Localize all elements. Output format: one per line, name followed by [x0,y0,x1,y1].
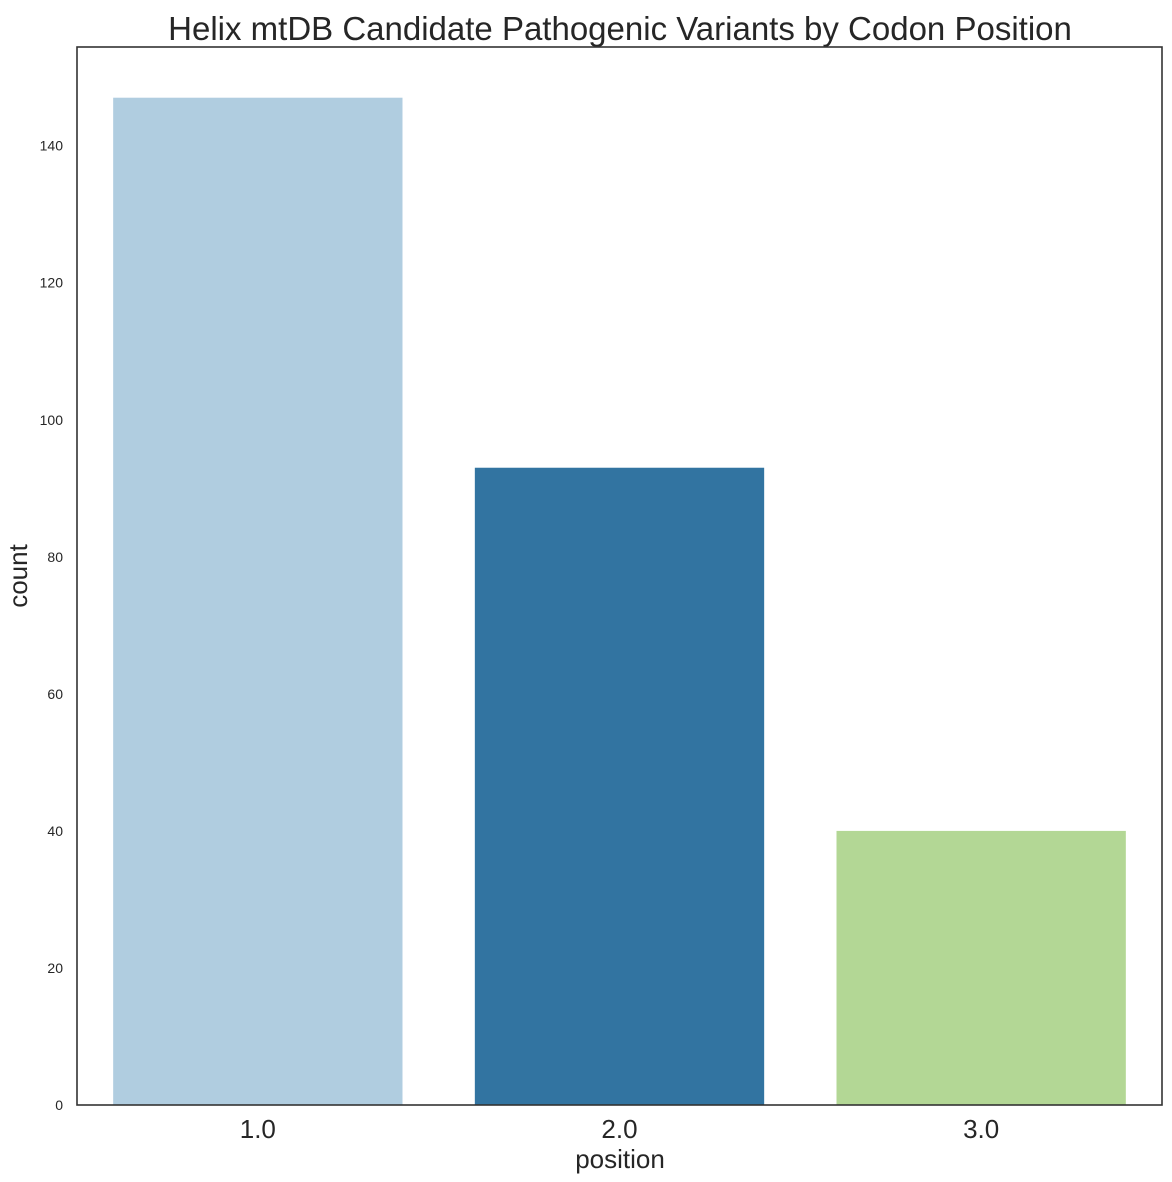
y-tick-label: 120 [40,275,64,291]
chart-title: Helix mtDB Candidate Pathogenic Variants… [168,10,1072,47]
plot-frame [76,46,1163,1106]
y-tick-label: 40 [47,823,63,839]
bar-3 [836,830,1126,1105]
x-tick-label: 3.0 [963,1114,999,1144]
y-axis-ticks: 0 20 40 60 80 100 120 140 [40,138,64,1113]
y-tick-label: 20 [47,960,63,976]
bars-group [113,97,1126,1105]
y-tick-label: 80 [47,549,63,565]
x-axis-label: position [575,1144,665,1174]
y-tick-label: 100 [40,412,64,428]
y-tick-label: 0 [55,1097,63,1113]
y-axis-label: count [3,543,33,607]
x-tick-label: 1.0 [240,1114,276,1144]
y-tick-label: 140 [40,138,64,154]
y-tick-label: 60 [47,686,63,702]
bar-2 [474,467,765,1105]
x-axis-ticks: 1.0 2.0 3.0 [240,1114,999,1144]
x-tick-label: 2.0 [601,1114,637,1144]
bar-1 [113,97,403,1105]
